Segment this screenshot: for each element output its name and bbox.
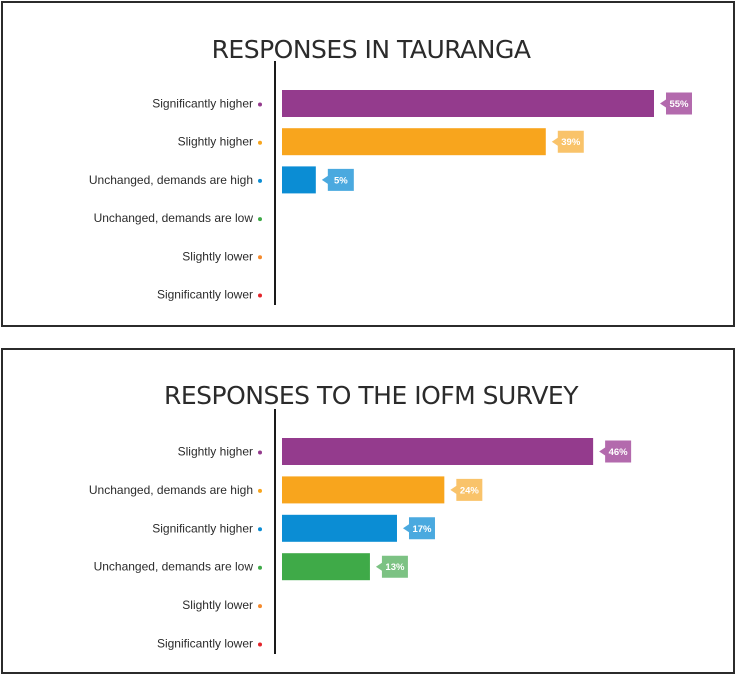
data-label: 24% [460,485,480,496]
category-label: Unchanged, demands are low [94,560,254,574]
category-label: Slightly higher [178,135,253,149]
category-dot [258,450,262,455]
chart-title: RESPONSES TO THE IOFM SURVEY [164,381,579,410]
bar [282,166,316,194]
category-dot [258,642,262,647]
category-label: Significantly higher [152,521,253,535]
data-label-box [660,92,692,115]
data-label-box [375,555,408,578]
data-label: 46% [609,447,629,458]
data-label-box [450,478,483,501]
category-dot [258,140,262,145]
category-dot [258,217,262,222]
category-dot [258,527,262,532]
category-dot [258,293,262,298]
bar [282,514,397,542]
chart-iofm-survey: RESPONSES TO THE IOFM SURVEY Slightly hi… [89,381,632,654]
category-label: Slightly lower [182,598,253,612]
category-dot [258,604,262,609]
chart-panel-iofm: RESPONSES TO THE IOFM SURVEY Slightly hi… [1,348,735,674]
category-label: Significantly lower [157,637,253,651]
data-label: 39% [561,137,581,148]
data-label-box [551,130,584,153]
data-label: 17% [412,524,432,535]
bar [282,476,445,504]
data-label: 5% [334,175,348,186]
data-label-box [321,168,354,191]
category-label: Unchanged, demands are low [94,211,254,225]
data-label: 55% [669,99,689,110]
data-label-box [402,517,435,540]
bar [282,128,546,156]
category-label: Significantly higher [152,97,253,111]
chart-title: RESPONSES IN TAURANGA [212,35,531,64]
category-label: Significantly lower [157,288,253,302]
category-label: Slightly lower [182,249,253,263]
chart-panel-tauranga: RESPONSES IN TAURANGA Significantly high… [1,1,735,327]
category-label: Unchanged, demands are high [89,173,253,187]
chart-tauranga: RESPONSES IN TAURANGA Significantly high… [89,35,692,305]
category-dot [258,565,262,570]
category-dot [258,255,262,260]
bar [282,553,370,581]
data-label-box [599,440,632,463]
data-label: 13% [385,562,405,573]
category-label: Slightly higher [178,445,253,459]
category-dot [258,178,262,183]
category-label: Unchanged, demands are high [89,483,253,497]
bar [282,438,594,465]
category-dot [258,102,262,107]
category-dot [258,488,262,493]
bar [282,90,654,117]
